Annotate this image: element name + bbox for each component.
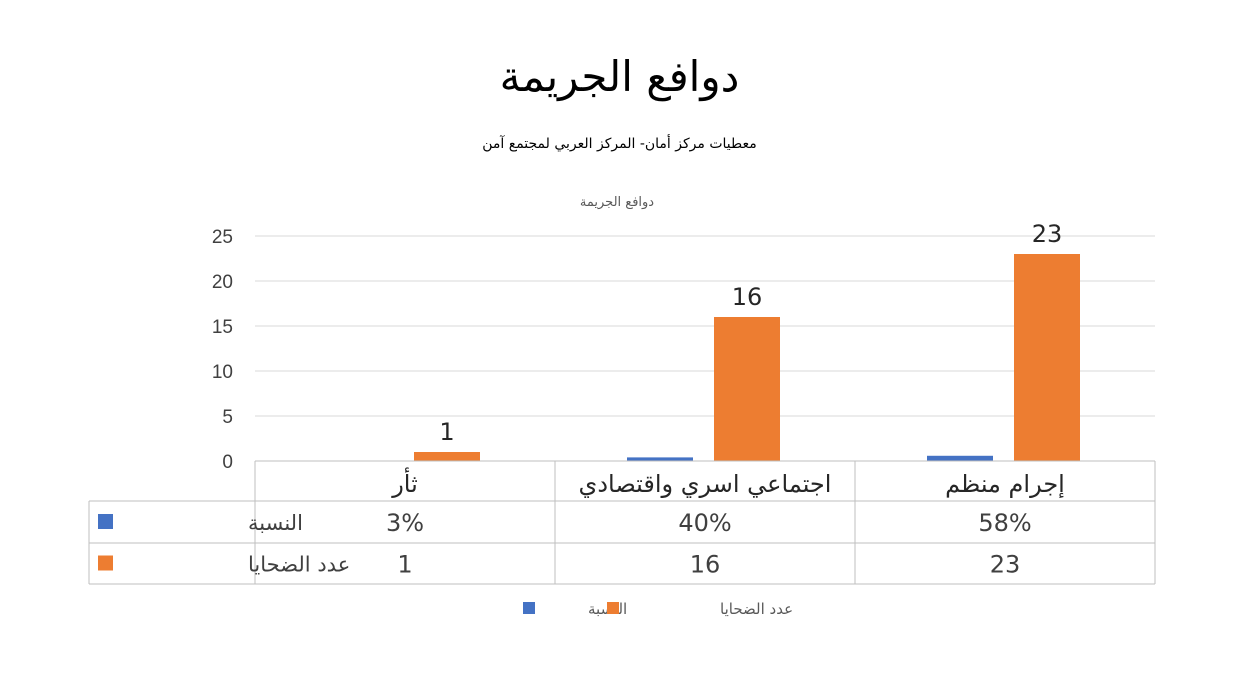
legend-label-victims: عدد الضحايا — [720, 600, 793, 618]
y-tick-label: 10 — [212, 362, 233, 383]
category-label: اجتماعي اسري واقتصادي — [579, 470, 832, 498]
table-cell: 23 — [990, 551, 1021, 579]
chart-inner-title: دوافع الجريمة — [580, 195, 654, 210]
table-cell: 16 — [690, 551, 721, 579]
legend-key-victims — [607, 602, 619, 614]
table-series-name: عدد الضحايا — [248, 553, 350, 577]
bar-victims — [714, 317, 780, 461]
table-cell: 58% — [978, 509, 1031, 537]
data-label: 16 — [732, 283, 763, 311]
legend-key-percentage — [523, 602, 535, 614]
data-label: 1 — [439, 418, 454, 446]
y-tick-label: 15 — [212, 317, 233, 338]
table-legend-key-victims — [98, 555, 113, 571]
slide-subtitle: معطيات مركز أمان- المركز العربي لمجتمع آ… — [482, 136, 757, 152]
category-label: إجرام منظم — [945, 470, 1065, 499]
table-legend-key-percentage — [98, 514, 113, 529]
category-label: ثأر — [391, 467, 418, 498]
table-cell: 40% — [678, 509, 731, 537]
table-cell: 1 — [397, 551, 412, 579]
bar-victims — [1014, 254, 1080, 461]
bar-percentage — [927, 455, 993, 461]
y-tick-label: 20 — [212, 272, 233, 293]
bar-percentage — [627, 457, 693, 461]
y-tick-label: 5 — [222, 407, 233, 428]
y-tick-label: 25 — [212, 227, 233, 248]
slide-title: دوافع الجريمة — [499, 52, 740, 101]
y-tick-label: 0 — [222, 452, 233, 473]
table-cell: 3% — [386, 509, 424, 537]
table-series-name: النسبة — [248, 511, 303, 535]
bar-victims — [414, 452, 480, 461]
data-label: 23 — [1032, 220, 1063, 248]
